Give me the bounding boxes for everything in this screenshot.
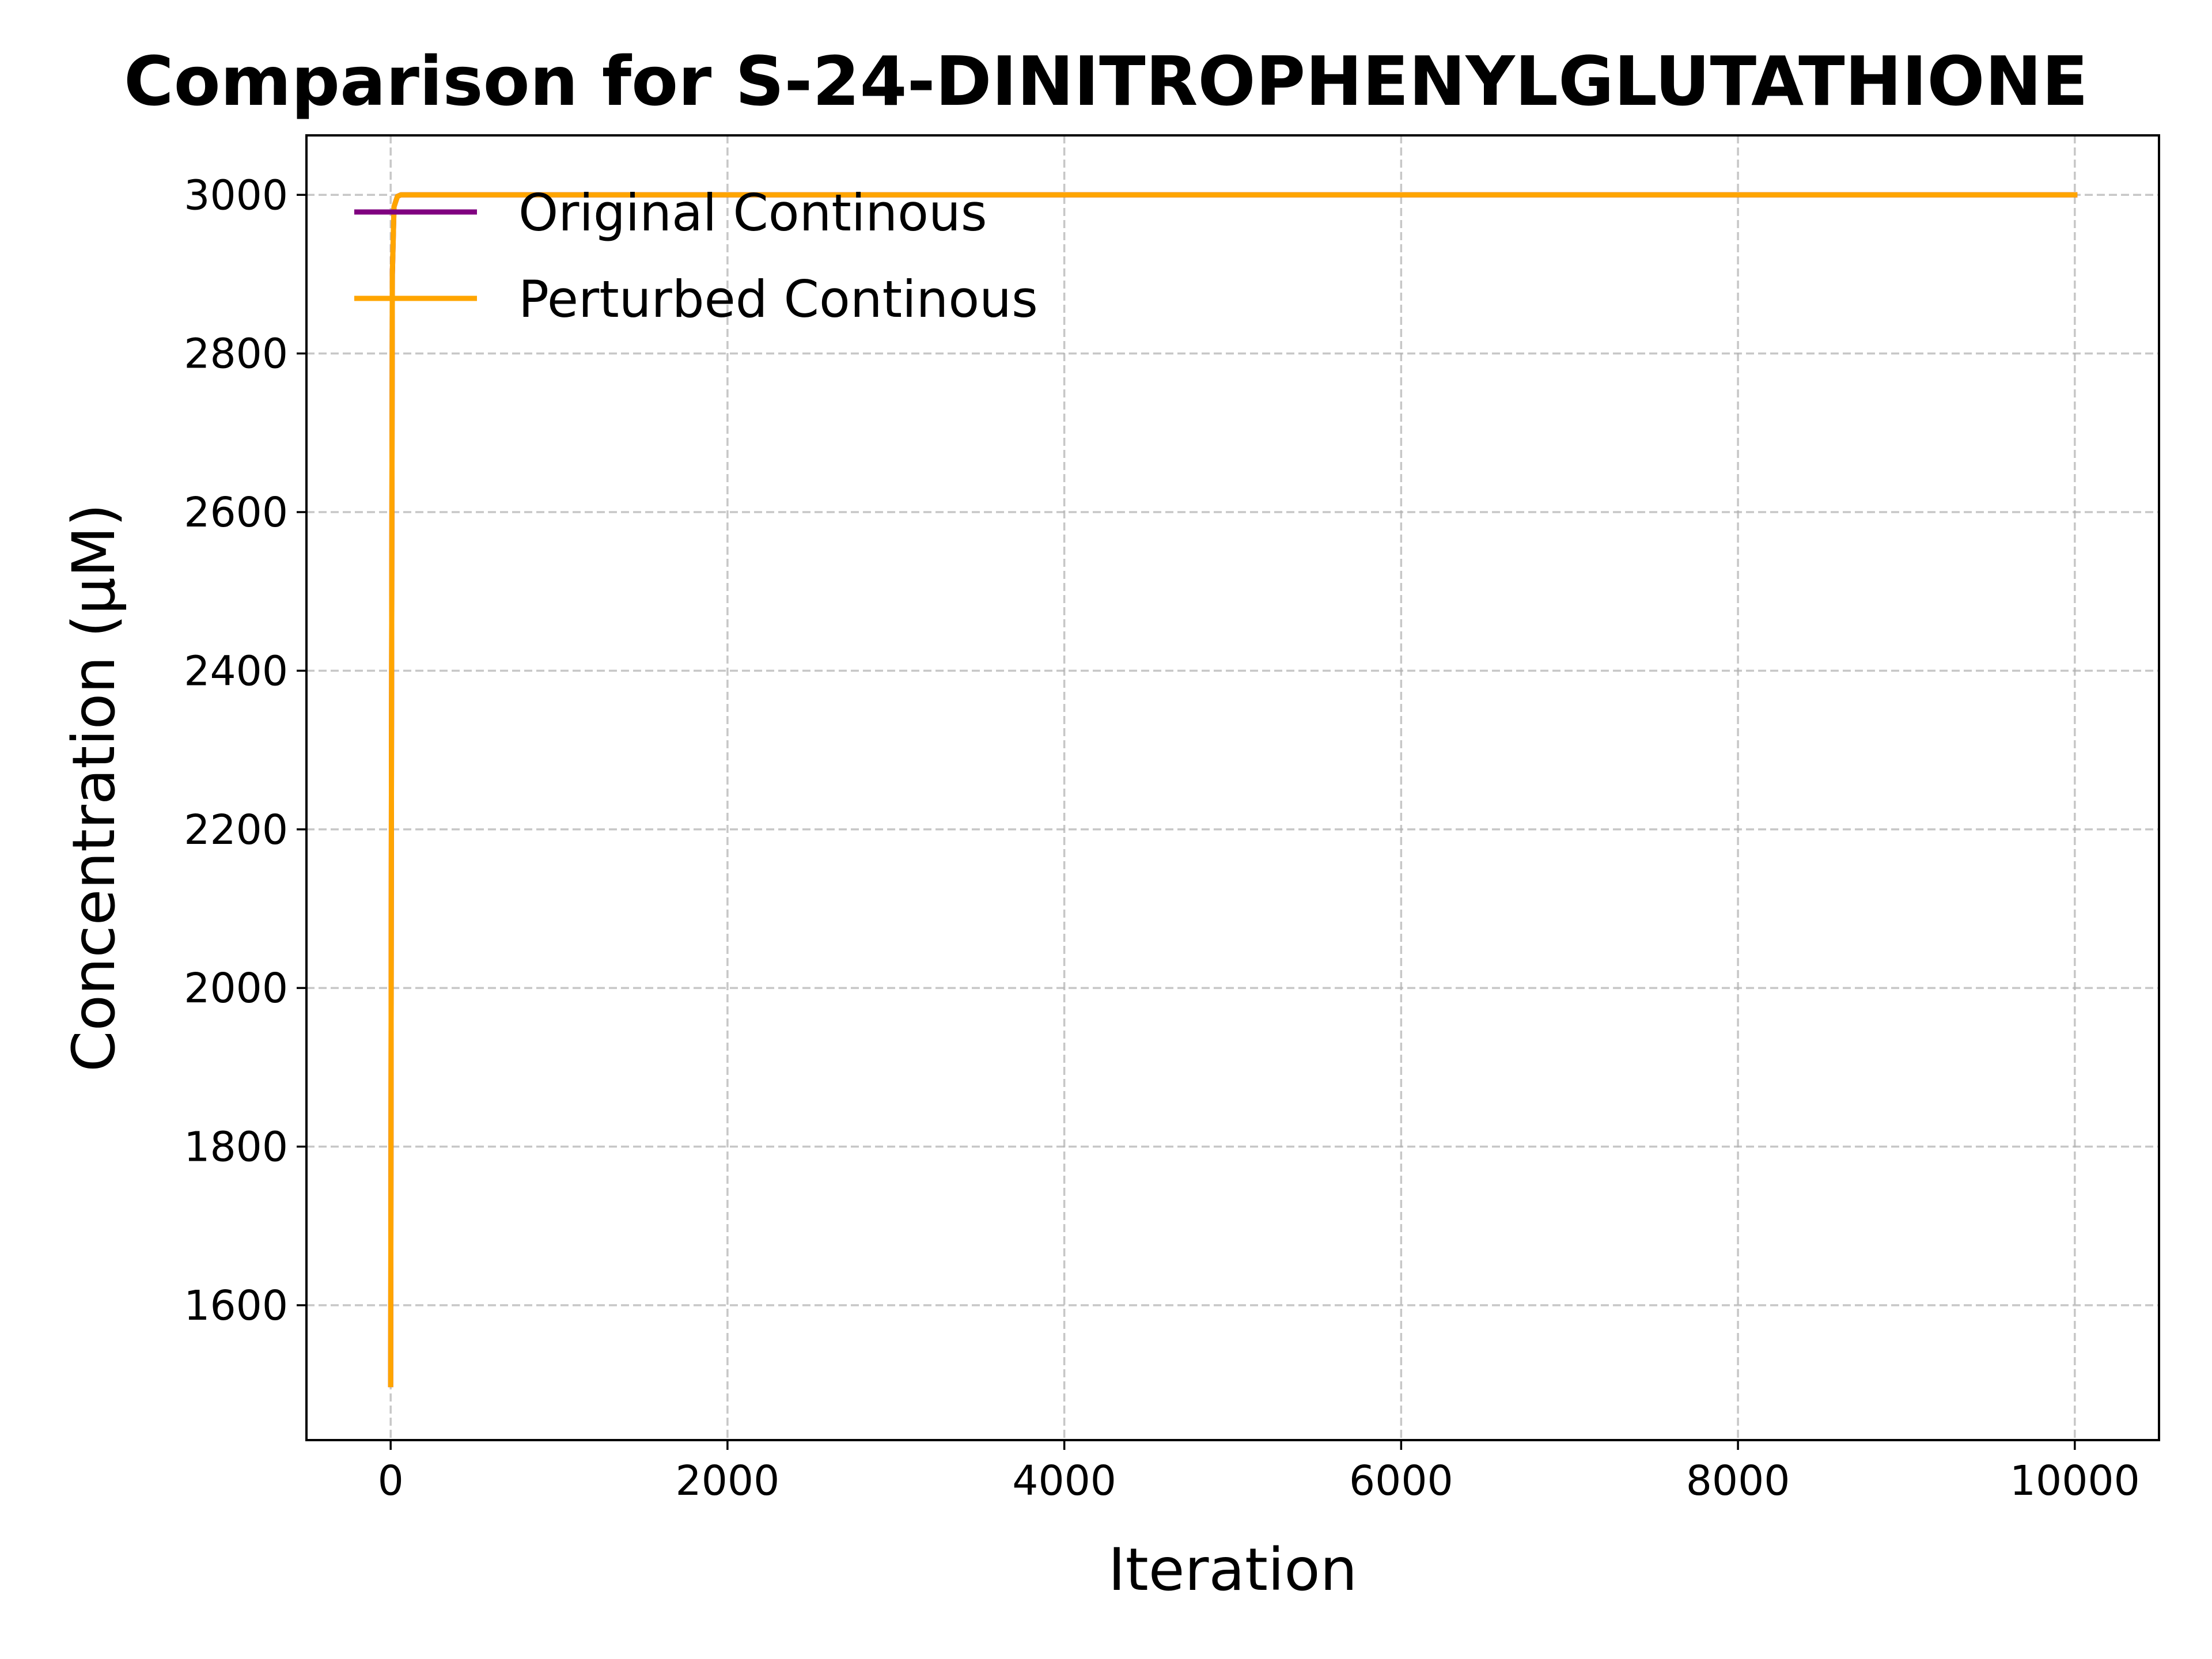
- x-tick-label: 10000: [2010, 1457, 2140, 1505]
- legend-label-2: Perturbed Continous: [518, 270, 1038, 329]
- y-tick-label: 2800: [184, 330, 288, 378]
- x-tick-label: 2000: [676, 1457, 780, 1505]
- x-tick-label: 8000: [1686, 1457, 1790, 1505]
- legend: Original Continous Perturbed Continous: [354, 183, 1038, 329]
- x-tick-label: 4000: [1012, 1457, 1116, 1505]
- y-tick-label: 3000: [184, 171, 288, 219]
- x-tick-label: 6000: [1349, 1457, 1453, 1505]
- x-axis-label: Iteration: [1108, 1536, 1358, 1604]
- series-line-2: [388, 192, 2078, 1388]
- y-tick-label: 2200: [184, 806, 288, 854]
- y-tick-label: 1800: [184, 1123, 288, 1171]
- y-tick-label: 2400: [184, 647, 288, 695]
- plot-frame: [305, 134, 2160, 1441]
- ticks: 0 2000 4000 6000 8000 10000 1600 1800 2000 2200 24…: [184, 171, 2139, 1505]
- legend-label-1: Original Continous: [518, 183, 987, 243]
- y-axis-label: Concentration (μM): [60, 503, 128, 1071]
- x-tick-label: 0: [378, 1457, 404, 1505]
- chart-title: Comparison for S-24-DINITROPHENYLGLUTATH…: [124, 41, 2088, 121]
- series-layer: [388, 192, 2078, 1388]
- grid: [306, 135, 2159, 1440]
- y-tick-label: 2600: [184, 488, 288, 536]
- y-tick-label: 1600: [184, 1282, 288, 1330]
- y-tick-label: 2000: [184, 964, 288, 1012]
- series-line-1: [388, 192, 2078, 1388]
